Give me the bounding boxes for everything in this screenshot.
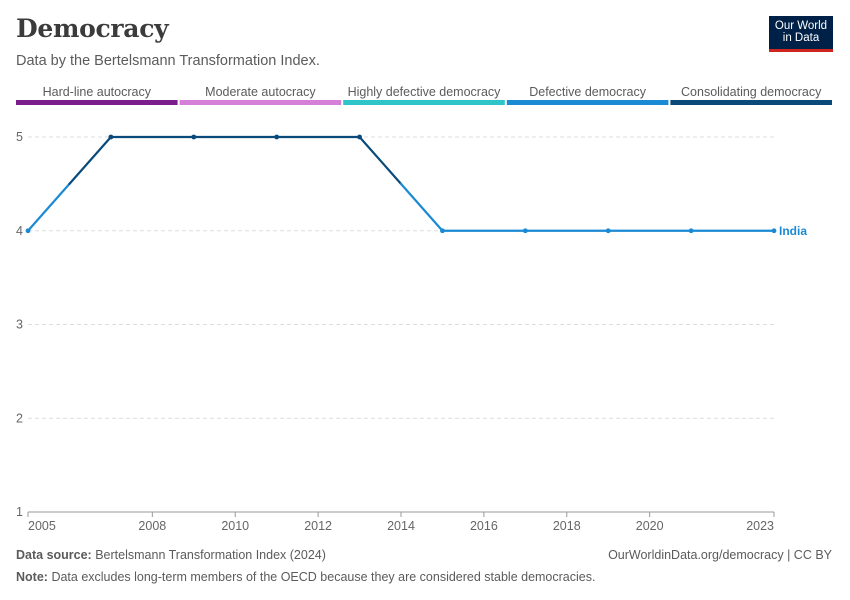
y-tick-label: 4 xyxy=(16,224,23,238)
y-tick-label: 1 xyxy=(16,505,23,519)
y-gridlines xyxy=(28,136,774,419)
y-axis: 1 2 3 4 5 xyxy=(16,130,23,519)
legend-swatch xyxy=(670,100,832,105)
data-source: Data source: Bertelsmann Transformation … xyxy=(16,548,326,562)
logo-line-1: Our World xyxy=(774,20,828,32)
legend-swatch xyxy=(179,100,342,105)
data-point xyxy=(440,228,445,234)
y-tick-label: 3 xyxy=(16,318,23,332)
data-point xyxy=(522,228,528,234)
owid-logo[interactable]: Our World in Data xyxy=(769,16,833,52)
chart-subtitle: Data by the Bertelsmann Transformation I… xyxy=(16,53,320,69)
series-labels: India xyxy=(779,224,807,238)
chart-title: Democracy xyxy=(16,14,169,43)
x-tick-label: 2010 xyxy=(221,519,249,533)
x-tick-label: 2020 xyxy=(636,519,664,533)
legend-label: Hard-line autocracy xyxy=(43,85,152,99)
data-point xyxy=(25,228,31,234)
series-segment xyxy=(68,135,112,185)
footer-note: Note: Data excludes long-term members of… xyxy=(16,570,595,584)
y-tick-label: 2 xyxy=(16,411,23,425)
legend-label: Moderate autocracy xyxy=(205,85,316,99)
legend-label: Defective democracy xyxy=(529,85,646,99)
series-lines xyxy=(26,135,776,232)
data-point xyxy=(108,134,114,140)
data-point xyxy=(771,228,777,234)
legend-label: Consolidating democracy xyxy=(681,85,822,99)
x-axis: 2005 2008 2010 2012 2014 2016 2018 2020 2023 xyxy=(27,511,775,533)
color-legend: Hard-line autocracy Moderate autocracy Hig… xyxy=(16,85,832,105)
legend-swatch xyxy=(343,100,505,105)
x-tick-label: 2005 xyxy=(28,519,56,533)
data-points xyxy=(25,134,777,234)
series-label-india: India xyxy=(779,224,807,238)
series-segment xyxy=(399,182,444,232)
logo-line-2: in Data xyxy=(782,32,820,44)
series-segment xyxy=(26,182,71,232)
source-link[interactable]: OurWorldinData.org/democracy | CC BY xyxy=(608,548,832,562)
x-tick-label: 2018 xyxy=(553,519,581,533)
data-point xyxy=(688,228,694,234)
x-tick-label: 2016 xyxy=(470,519,498,533)
x-tick-label: 2014 xyxy=(387,519,415,533)
legend-swatch xyxy=(16,100,178,105)
series-segment xyxy=(358,135,403,185)
y-tick-label: 5 xyxy=(16,130,23,144)
x-tick-label: 2023 xyxy=(746,519,774,533)
data-point xyxy=(274,134,280,140)
data-point xyxy=(357,134,362,140)
x-tick-label: 2012 xyxy=(304,519,332,533)
x-tick-label: 2008 xyxy=(138,519,166,533)
data-point xyxy=(605,228,611,234)
note-label: Note: xyxy=(16,570,48,584)
legend-swatch xyxy=(506,100,669,105)
legend-label: Highly defective democracy xyxy=(348,85,502,99)
note-text: Data excludes long-term members of the O… xyxy=(51,570,596,584)
data-source-label: Data source: xyxy=(16,548,92,562)
data-source-text: Bertelsmann Transformation Index (2024) xyxy=(95,548,326,562)
data-point xyxy=(191,134,197,140)
